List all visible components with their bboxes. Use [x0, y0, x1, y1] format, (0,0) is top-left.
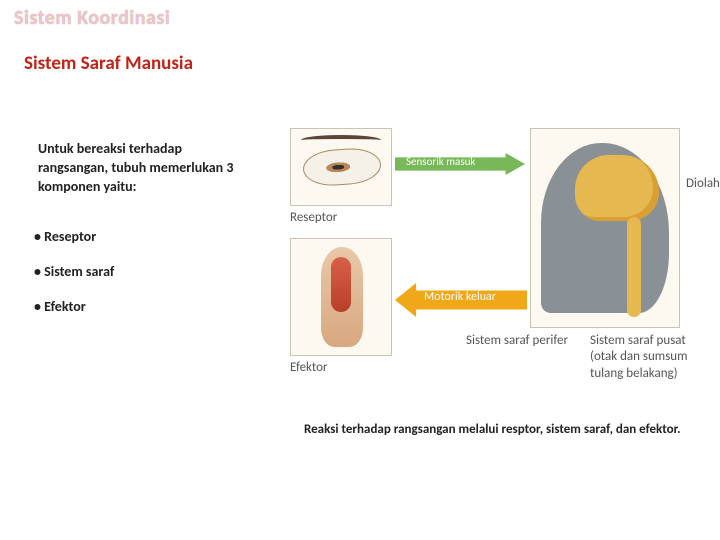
- eye-icon: [302, 146, 382, 187]
- cns-panel: [530, 128, 680, 328]
- sensory-arrow-label: Sensorik masuk: [406, 155, 475, 168]
- effector-label: Efektor: [290, 360, 328, 375]
- intro-paragraph: Untuk bereaksi terhadap rangsangan, tubu…: [38, 140, 248, 197]
- brain-icon: [575, 155, 659, 221]
- receptor-label: Reseptor: [290, 210, 337, 225]
- spinal-cord-icon: [627, 217, 641, 317]
- peripheral-label: Sistem saraf perifer: [466, 333, 568, 348]
- component-list: • Reseptor • Sistem saraf • Efektor: [34, 228, 114, 333]
- page-title: Sistem Koordinasi: [14, 6, 170, 30]
- processed-label: Diolah: [686, 176, 720, 191]
- muscle-icon: [331, 257, 351, 312]
- list-item: • Reseptor: [34, 228, 114, 245]
- face-profile-icon: [541, 231, 579, 313]
- eyebrow-shape: [301, 135, 381, 145]
- motor-arrow-label: Motorik keluar: [424, 290, 496, 304]
- receptor-panel: [290, 128, 392, 206]
- central-label: Sistem saraf pusat (otak dan sumsum tula…: [590, 333, 714, 382]
- nervous-system-diagram: Reseptor Efektor Diolah Sistem saraf per…: [290, 128, 700, 383]
- list-item: • Efektor: [34, 298, 114, 315]
- section-title: Sistem Saraf Manusia: [24, 52, 193, 75]
- effector-panel: [290, 238, 392, 356]
- diagram-caption: Reaksi terhadap rangsangan melalui respt…: [304, 422, 694, 439]
- list-item: • Sistem saraf: [34, 263, 114, 280]
